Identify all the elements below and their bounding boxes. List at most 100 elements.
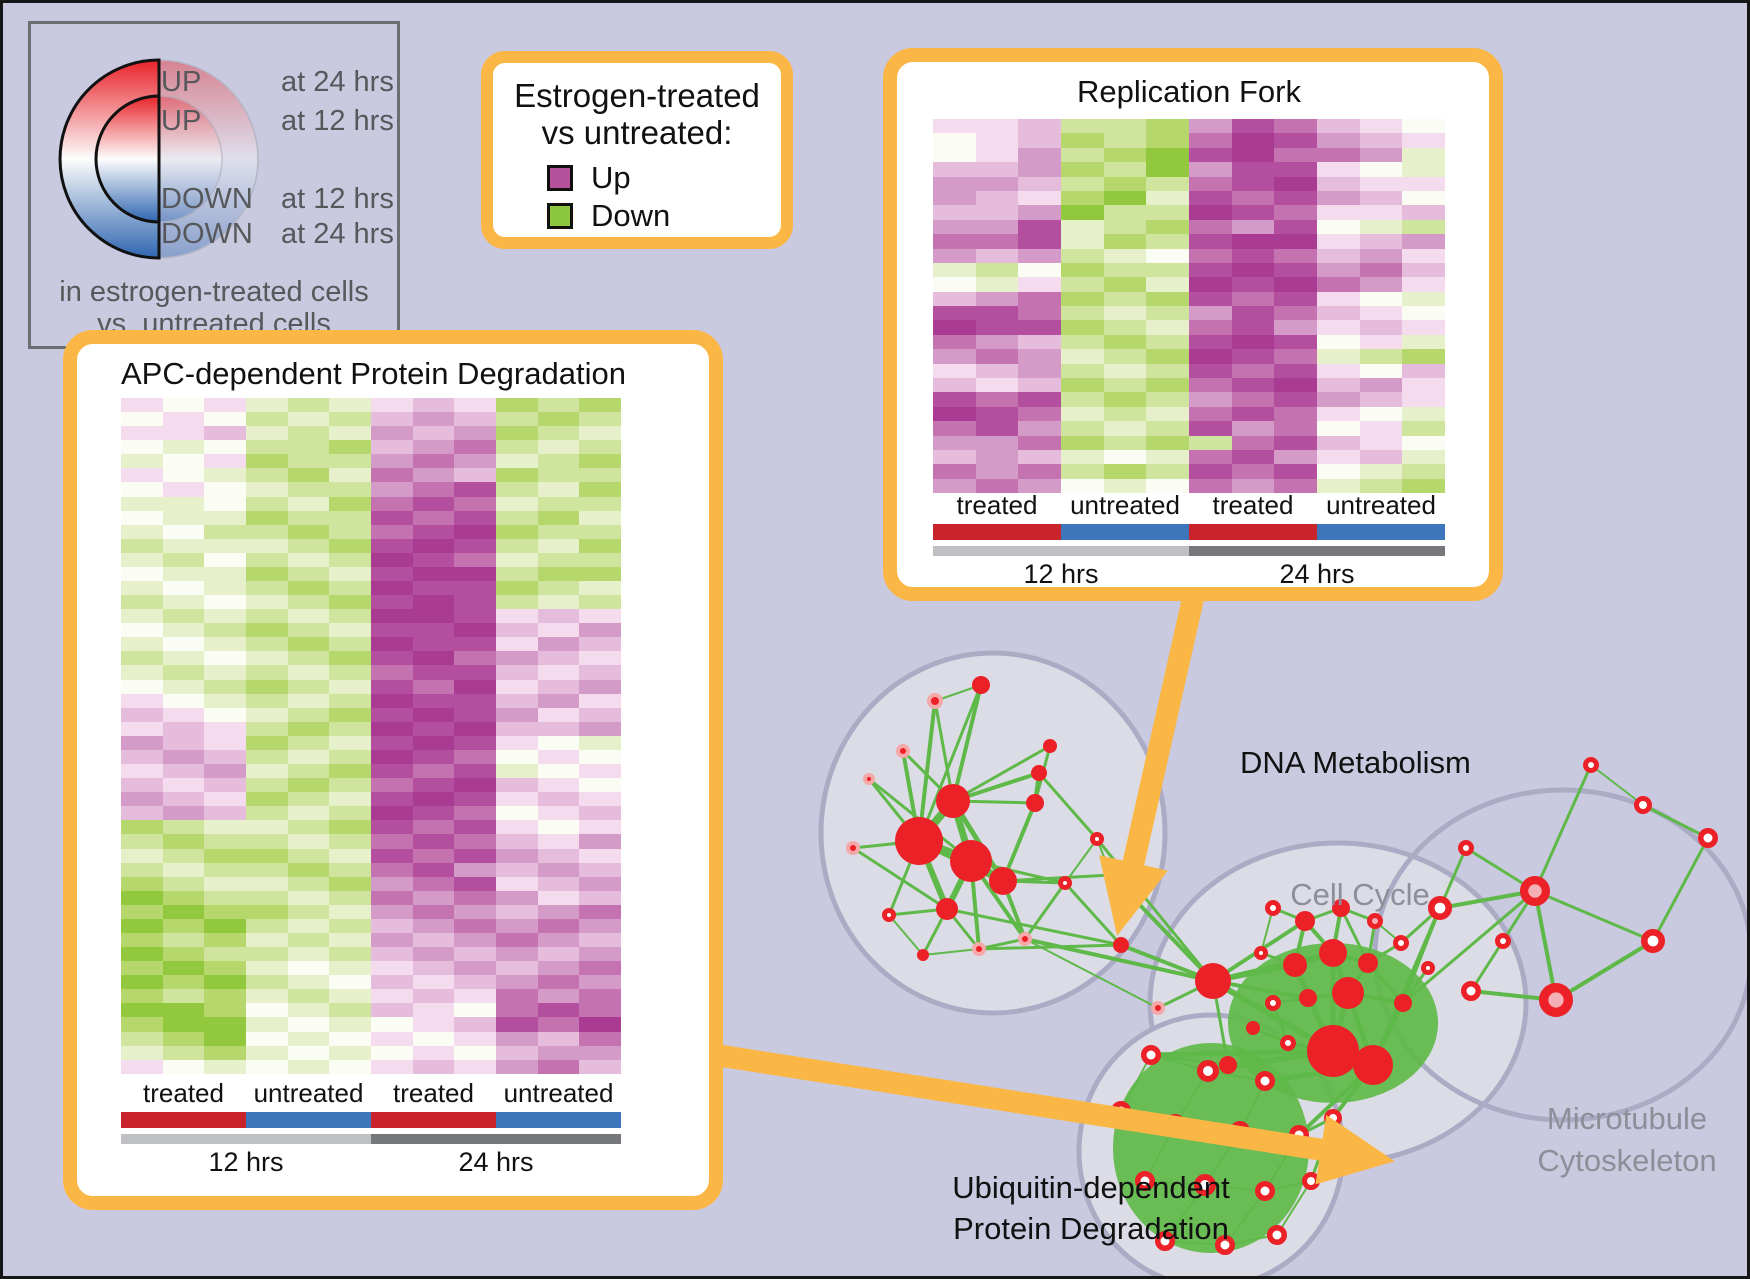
heatmap-cell <box>1103 306 1147 321</box>
apc-degradation-panel: APC-dependent Protein Degradation treate… <box>63 330 723 1210</box>
heatmap-cell <box>496 426 538 441</box>
heatmap-cell <box>287 1017 330 1032</box>
heatmap-cell <box>1189 306 1232 321</box>
heatmap-cell <box>1231 464 1275 479</box>
heatmap-cell <box>933 190 976 206</box>
heatmap-cell <box>329 932 372 948</box>
heatmap-cell <box>329 637 372 652</box>
heatmap-cell <box>412 707 455 722</box>
heatmap-cell <box>1061 435 1104 450</box>
heatmap-cell <box>537 679 580 694</box>
heatmap-cell <box>975 234 1019 249</box>
gene-node <box>1302 1172 1320 1190</box>
heatmap-row <box>121 412 622 427</box>
heatmap-cell <box>204 707 247 722</box>
replication-fork-heatmap <box>933 119 1446 494</box>
heatmap-cell <box>537 609 580 624</box>
heatmap-cell <box>1103 449 1147 465</box>
heatmap-row <box>933 205 1446 220</box>
heatmap-row <box>933 406 1446 422</box>
heatmap-cell <box>204 947 247 962</box>
heatmap-cell <box>1274 248 1318 263</box>
heatmap-cell <box>246 524 288 539</box>
heatmap-cell <box>1061 392 1104 407</box>
heatmap-cell <box>933 464 976 479</box>
heatmap-cell <box>496 538 538 553</box>
heatmap-cell <box>1061 277 1104 292</box>
heatmap-cell <box>537 426 580 441</box>
heatmap-cell <box>246 538 288 553</box>
heatmap-cell <box>1146 119 1190 134</box>
heatmap-cell <box>1018 320 1062 335</box>
heatmap-cell <box>329 412 372 427</box>
heatmap-cell <box>1274 478 1318 494</box>
heatmap-row <box>933 176 1446 191</box>
heatmap-cell <box>1359 378 1403 393</box>
cluster-label: Ubiquitin-dependent <box>952 1170 1230 1205</box>
heatmap-cell <box>496 792 538 807</box>
heatmap-row <box>121 524 622 539</box>
heatmap-cell <box>537 735 580 750</box>
heatmap-cell <box>1061 190 1104 206</box>
heatmap-cell <box>1402 277 1446 292</box>
heatmap-cell <box>287 975 330 990</box>
heatmap-row <box>121 426 622 441</box>
heatmap-cell <box>371 510 413 525</box>
heatmap-cell <box>204 792 247 807</box>
heatmap-cell <box>121 778 163 793</box>
gene-node <box>1026 794 1044 812</box>
heatmap-cell <box>371 834 413 849</box>
heatmap-cell <box>329 510 372 525</box>
heatmap-cell <box>1061 234 1104 249</box>
heatmap-cell <box>412 651 455 666</box>
heatmap-cell <box>204 679 247 694</box>
heatmap-row <box>933 306 1446 321</box>
heatmap-cell <box>579 1017 622 1032</box>
heatmap-cell <box>537 665 580 680</box>
heatmap-cell <box>412 595 455 610</box>
heatmap-cell <box>975 162 1019 177</box>
heatmap-cell <box>1231 320 1275 335</box>
heatmap-cell <box>1103 378 1147 393</box>
heatmap-cell <box>412 566 455 582</box>
heatmap-cell <box>329 496 372 511</box>
heatmap-cell <box>371 581 413 596</box>
heatmap-cell <box>496 412 538 427</box>
heatmap-cell <box>1146 363 1190 379</box>
heatmap-cell <box>454 820 497 835</box>
heatmap-cell <box>496 581 538 596</box>
heatmap-cell <box>204 524 247 539</box>
heatmap-cell <box>454 552 497 567</box>
heatmap-cell <box>1231 334 1275 350</box>
heatmap-cell <box>246 595 288 610</box>
heatmap-cell <box>204 1045 247 1060</box>
heatmap-cell <box>412 749 455 765</box>
heatmap-cell <box>1274 277 1318 292</box>
heatmap-cell <box>162 947 205 962</box>
heatmap-cell <box>329 975 372 990</box>
heatmap-cell <box>454 862 497 877</box>
heatmap-cell <box>121 679 163 694</box>
heatmap-cell <box>162 468 205 483</box>
heatmap-row <box>121 496 622 511</box>
heatmap-cell <box>246 468 288 483</box>
gene-node <box>1219 1056 1237 1074</box>
heatmap-cell <box>933 435 976 450</box>
heatmap-cell <box>1402 219 1446 235</box>
heatmap-cell <box>537 806 580 821</box>
apc-panel-title: APC-dependent Protein Degradation <box>121 356 626 391</box>
heatmap-cell <box>454 440 497 455</box>
gene-node <box>972 942 986 956</box>
heatmap-cell <box>1103 262 1147 278</box>
heatmap-row <box>933 320 1446 335</box>
heatmap-cell <box>496 834 538 849</box>
heatmap-cell <box>537 932 580 948</box>
heatmap-cell <box>454 595 497 610</box>
heatmap-cell <box>496 778 538 793</box>
heatmap-cell <box>1103 205 1147 220</box>
heatmap-cell <box>371 623 413 638</box>
heatmap-cell <box>933 262 976 278</box>
heatmap-cell <box>1146 392 1190 407</box>
heatmap-cell <box>162 595 205 610</box>
gene-node <box>1090 832 1104 846</box>
